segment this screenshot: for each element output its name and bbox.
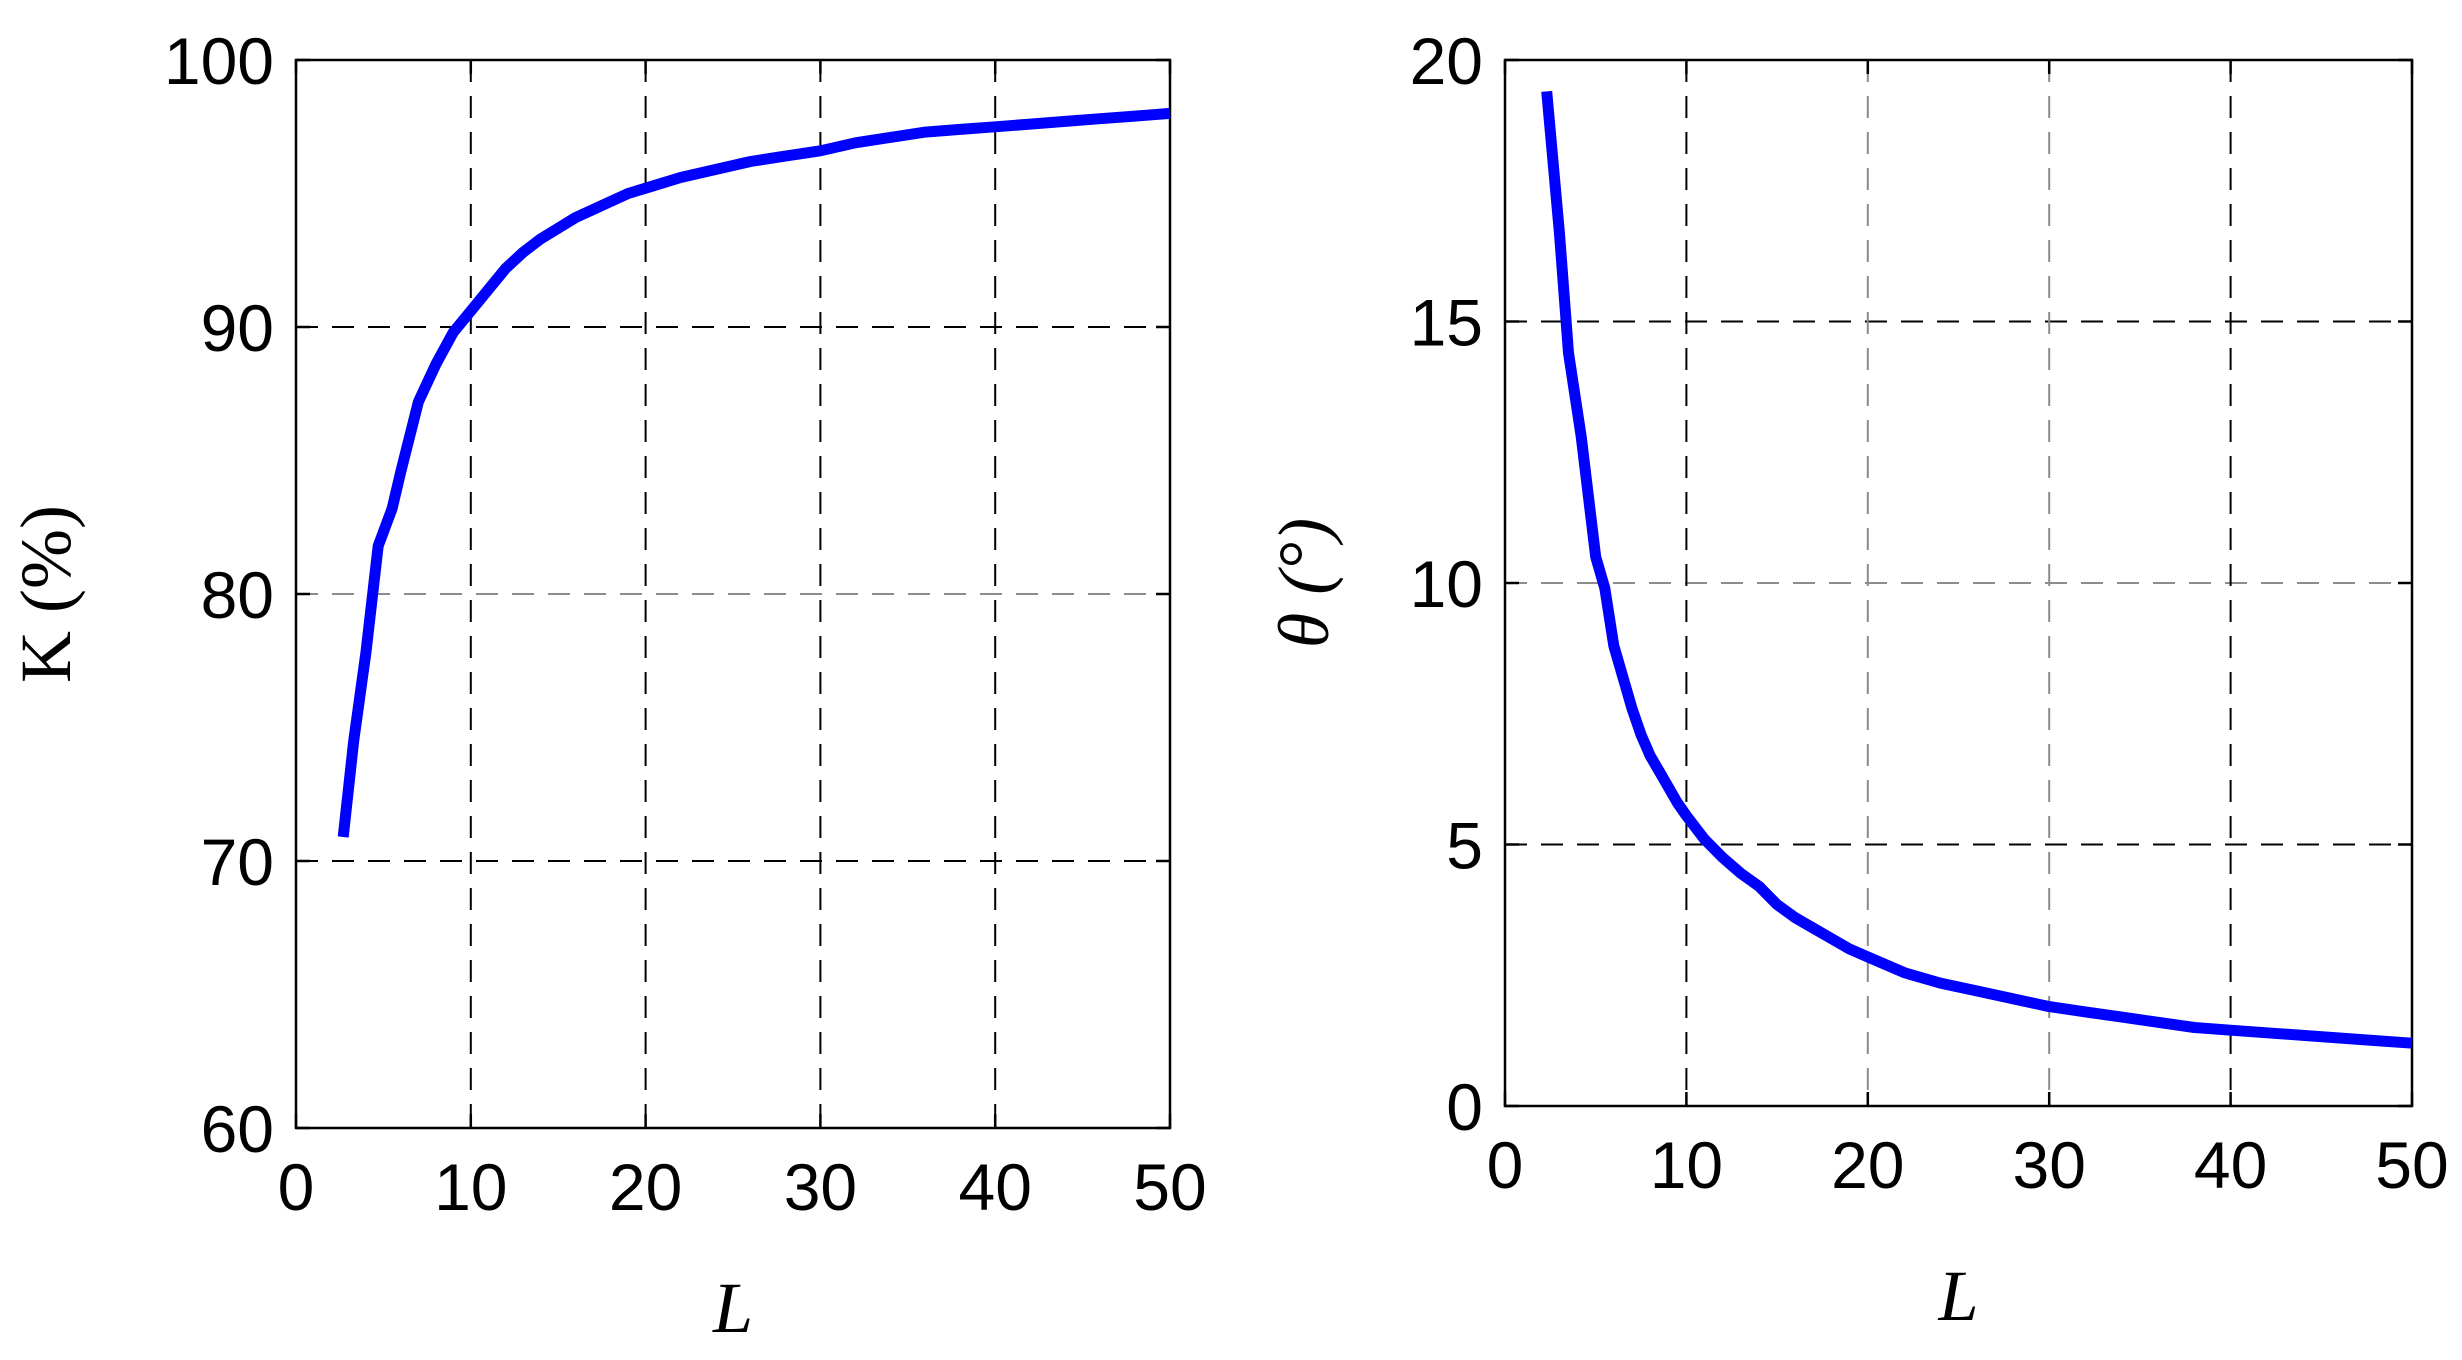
y-axis-label: K (%) xyxy=(6,505,86,683)
x-tick-label: 30 xyxy=(2012,1128,2085,1202)
x-tick-label: 10 xyxy=(1650,1128,1723,1202)
y-tick-label: 5 xyxy=(1446,809,1483,883)
x-tick-label: 20 xyxy=(609,1150,682,1224)
x-axis-label: L xyxy=(712,1268,753,1348)
y-tick-label: 60 xyxy=(201,1092,274,1166)
y-axis-label: θ (°) xyxy=(1264,518,1344,648)
series-line xyxy=(337,107,1171,838)
y-tick-label: 0 xyxy=(1446,1070,1483,1144)
y-tick-label: 70 xyxy=(201,825,274,899)
x-tick-label: 0 xyxy=(1487,1128,1524,1202)
x-tick-label: 10 xyxy=(434,1150,507,1224)
series-line xyxy=(1541,90,2413,1049)
x-tick-label: 0 xyxy=(278,1150,315,1224)
x-tick-label: 50 xyxy=(1133,1150,1206,1224)
y-tick-label: 10 xyxy=(1410,547,1483,621)
left-panel-k-percent: 60 70 80 90 100 0 10 20 30 40 50 L K (%) xyxy=(6,24,1207,1348)
y-tick-label: 100 xyxy=(164,24,274,98)
x-tick-label: 40 xyxy=(958,1150,1031,1224)
y-tick-label: 20 xyxy=(1410,24,1483,98)
x-tick-label: 20 xyxy=(1831,1128,1904,1202)
x-tick-label: 40 xyxy=(2194,1128,2267,1202)
y-tick-label: 80 xyxy=(201,558,274,632)
x-axis-label: L xyxy=(1937,1256,1978,1336)
y-tick-label: 90 xyxy=(201,291,274,365)
x-tick-label: 30 xyxy=(784,1150,857,1224)
right-panel-theta: 0 5 10 15 20 0 10 20 30 40 50 Lθ (°) xyxy=(1264,24,2449,1336)
y-tick-label: 15 xyxy=(1410,286,1483,360)
x-tick-label: 50 xyxy=(2375,1128,2448,1202)
